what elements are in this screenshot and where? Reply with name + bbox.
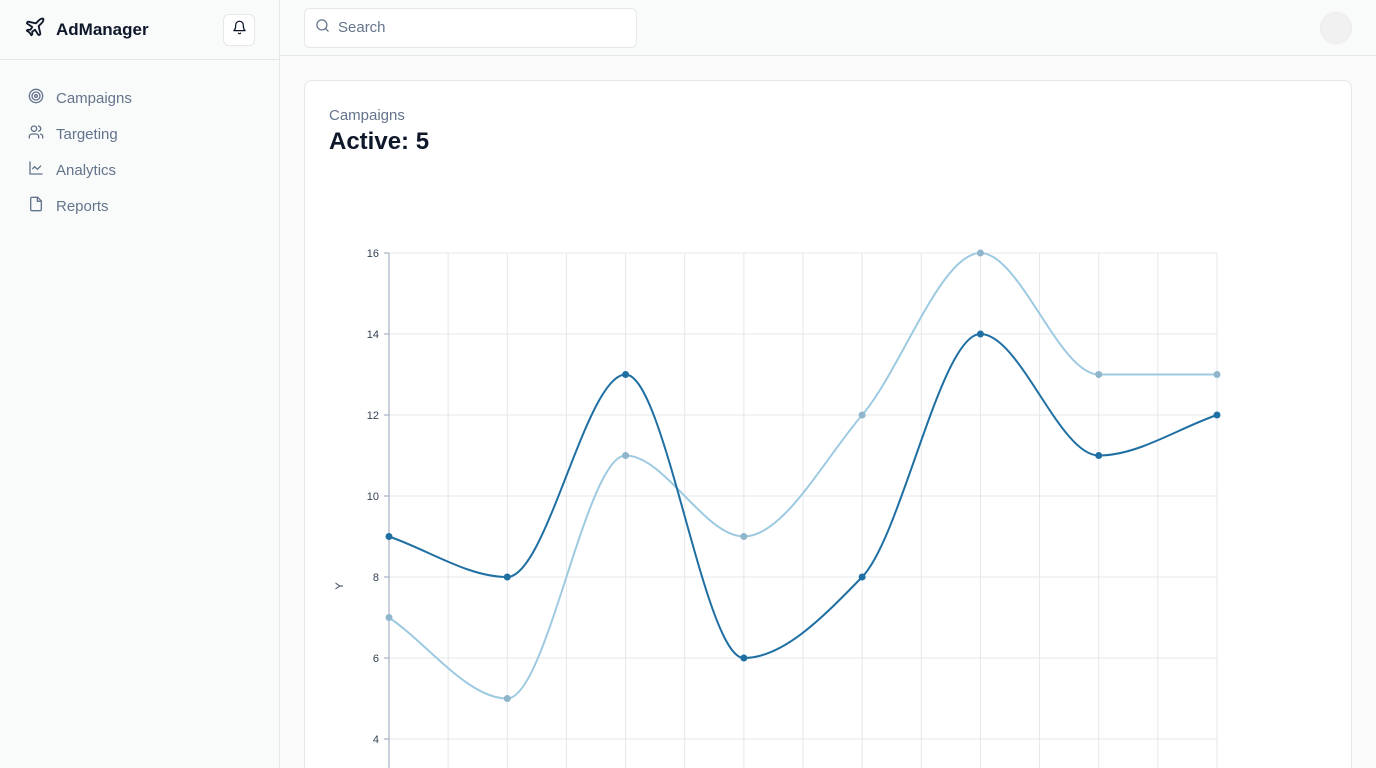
search-input[interactable] — [338, 19, 626, 36]
data-point — [1213, 371, 1221, 378]
sidebar-item-label: Campaigns — [56, 89, 132, 107]
brand-name: AdManager — [56, 19, 149, 39]
data-point — [740, 654, 748, 662]
series-1 — [385, 330, 1221, 662]
card-header: Campaigns Active: 5 — [305, 81, 1351, 156]
sidebar-item-label: Reports — [56, 197, 109, 215]
y-tick-label: 6 — [373, 653, 379, 665]
sidebar-item-label: Targeting — [56, 125, 118, 143]
series-line — [388, 251, 1217, 700]
campaigns-card: Campaigns Active: 5 4 6 8 10 12 14 16 Y — [304, 80, 1352, 768]
bell-icon — [232, 20, 247, 40]
data-point — [976, 249, 984, 257]
data-point — [503, 695, 511, 702]
data-point — [976, 330, 984, 338]
data-point — [858, 411, 866, 419]
search-box[interactable] — [304, 7, 637, 48]
data-point — [503, 573, 511, 581]
sidebar-item-analytics[interactable]: Analytics — [16, 152, 263, 188]
search-icon — [315, 18, 330, 38]
sidebar-nav: Campaigns Targeting Analytics Reports — [0, 60, 279, 244]
sidebar-item-targeting[interactable]: Targeting — [16, 116, 263, 152]
data-point — [622, 371, 630, 378]
notifications-button[interactable] — [223, 13, 255, 46]
data-point — [740, 533, 748, 540]
users-icon — [28, 124, 44, 144]
sidebar-item-campaigns[interactable]: Campaigns — [16, 80, 263, 116]
card-value: Active: 5 — [329, 128, 430, 155]
y-tick-label: 16 — [367, 248, 379, 260]
card-label: Campaigns — [329, 107, 405, 124]
data-point — [858, 573, 866, 581]
target-icon — [28, 88, 44, 108]
chart-series — [385, 249, 1221, 702]
sidebar: AdManager Campaigns T — [0, 0, 280, 768]
y-tick-label: 10 — [367, 491, 379, 503]
line-chart: 4 6 8 10 12 14 16 Y — [334, 248, 1221, 768]
data-point — [1095, 371, 1103, 378]
series-line — [388, 332, 1218, 660]
file-icon — [28, 196, 44, 216]
chart-grid — [388, 252, 1218, 768]
plane-icon — [24, 16, 46, 43]
y-tick-label: 8 — [373, 572, 379, 584]
content: Campaigns Active: 5 4 6 8 10 12 14 16 Y — [280, 56, 1376, 768]
line-chart-icon — [28, 160, 44, 180]
data-point — [1213, 411, 1221, 419]
y-axis-label: Y — [334, 582, 346, 590]
data-point — [385, 614, 393, 621]
y-tick-label: 14 — [367, 329, 379, 341]
data-point — [1095, 452, 1103, 459]
brand-row: AdManager — [0, 0, 279, 60]
sidebar-item-reports[interactable]: Reports — [16, 188, 263, 224]
sidebar-item-label: Analytics — [56, 161, 117, 179]
series-2 — [385, 249, 1221, 702]
y-tick-label: 12 — [367, 410, 379, 422]
data-point — [385, 533, 393, 540]
topbar — [280, 0, 1376, 56]
brand[interactable]: AdManager — [24, 16, 149, 43]
avatar[interactable] — [1320, 11, 1352, 44]
y-tick-label: 4 — [373, 734, 379, 746]
y-axis: 4 6 8 10 12 14 16 — [367, 248, 390, 768]
main: Campaigns Active: 5 4 6 8 10 12 14 16 Y — [280, 0, 1376, 768]
data-point — [622, 452, 630, 459]
